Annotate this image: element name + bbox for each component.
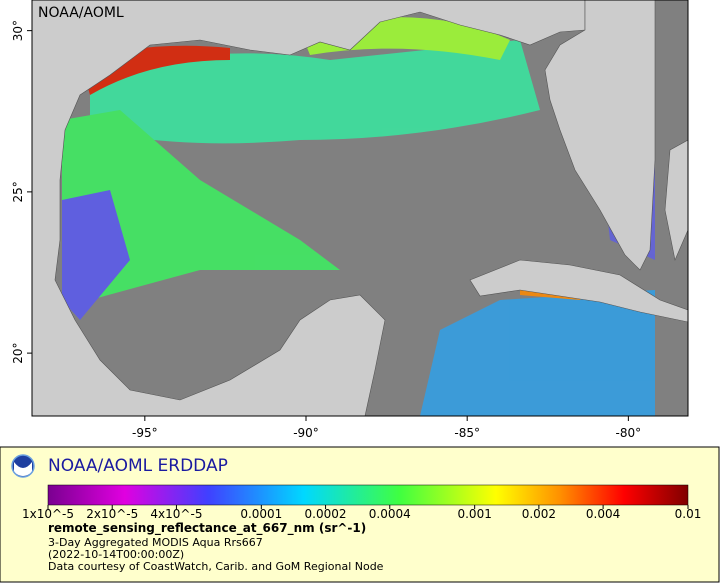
land xyxy=(32,0,688,416)
colorbar-tick-label: 2x10^-5 xyxy=(86,507,138,521)
caption-line: 3-Day Aggregated MODIS Aqua Rrs667 xyxy=(48,536,263,549)
colorbar-tick-label: 4x10^-5 xyxy=(150,507,202,521)
noaa-logo xyxy=(11,454,35,478)
colorbar-tick-label: 0.01 xyxy=(675,507,702,521)
x-tick-label: -90° xyxy=(293,426,319,440)
y-tick-label: 25° xyxy=(11,181,25,202)
y-tick-label: 20° xyxy=(11,342,25,363)
caption-line: (2022-10-14T00:00:00Z) xyxy=(48,548,184,561)
colorbar-tick-label: 0.002 xyxy=(522,507,556,521)
watermark: NOAA/AOML xyxy=(38,5,124,21)
colorbar-tick-label: 0.0001 xyxy=(240,507,282,521)
colorbar xyxy=(47,484,689,506)
x-tick-label: -85° xyxy=(454,426,480,440)
map-frame xyxy=(31,0,689,417)
variable-name: remote_sensing_reflectance_at_667_nm (sr… xyxy=(48,521,366,536)
x-tick-label: -95° xyxy=(132,426,158,440)
x-tick-label: -80° xyxy=(616,426,642,440)
colorbar-tick-label: 0.001 xyxy=(457,507,491,521)
y-tick-label: 30° xyxy=(11,20,25,41)
legend-panel xyxy=(0,446,720,583)
caption-line: Data courtesy of CoastWatch, Carib. and … xyxy=(48,560,384,573)
colorbar-tick-label: 0.0002 xyxy=(305,507,347,521)
legend-title: NOAA/AOML ERDDAP xyxy=(48,456,228,476)
colorbar-tick-label: 0.004 xyxy=(586,507,620,521)
colorbar-tick-label: 0.0004 xyxy=(369,507,411,521)
colorbar-tick-label: 1x10^-5 xyxy=(22,507,74,521)
map xyxy=(32,0,688,416)
